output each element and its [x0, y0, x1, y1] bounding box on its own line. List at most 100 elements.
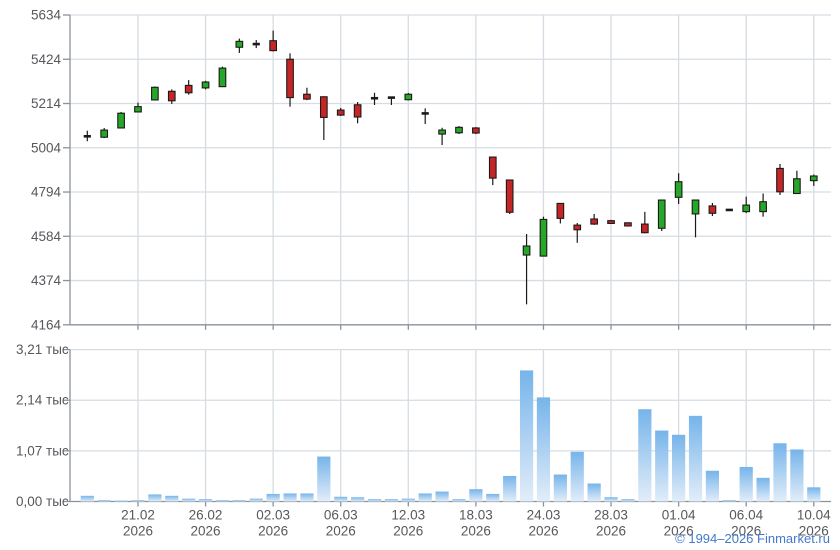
volume-bar: [739, 466, 753, 502]
candle: [252, 40, 260, 49]
candle: [809, 174, 818, 186]
volume-bar: [367, 499, 382, 502]
volume-bar: [401, 498, 415, 502]
volume-axis-label: 3,21 тыс: [16, 342, 69, 357]
candle: [387, 96, 396, 105]
volume-bar: [165, 495, 179, 502]
volume-bar: [638, 409, 652, 502]
gridlines: [70, 14, 831, 502]
candle: [151, 86, 159, 101]
volume-bar: [384, 499, 399, 502]
candle: [505, 179, 514, 214]
candle: [691, 199, 700, 238]
volume-bar: [790, 449, 804, 502]
date-axis-year-label: 2026: [528, 524, 558, 539]
volume-bar: [80, 495, 94, 502]
volume-bar: [587, 483, 601, 502]
volume-bar: [452, 499, 466, 502]
volume-bar: [688, 415, 703, 502]
candle: [607, 219, 615, 225]
volume-axis-label: 1,07 тыс: [16, 443, 69, 458]
copyright-link[interactable]: © 1994–2026 Finmarket.ru: [675, 531, 830, 546]
candle: [167, 89, 176, 104]
candle: [134, 102, 142, 113]
volume-bar: [469, 489, 483, 502]
candle: [269, 30, 277, 52]
volume-bar: [553, 474, 567, 502]
candle: [235, 38, 244, 53]
volume-bar: [317, 456, 331, 502]
date-axis-year-label: 2026: [596, 524, 626, 539]
volume-bar: [300, 493, 314, 502]
candle: [640, 211, 649, 234]
volume-bars: [80, 370, 821, 502]
date-axis-year-label: 2026: [191, 524, 221, 539]
candle: [303, 87, 311, 101]
volume-bar: [148, 494, 162, 502]
candle: [421, 108, 429, 124]
volume-bar: [249, 498, 263, 502]
price-axis-label: 5424: [31, 52, 62, 67]
volume-bar: [570, 451, 584, 502]
date-axis-label: 10.04: [797, 508, 831, 523]
date-axis-year-label: 2026: [123, 524, 153, 539]
date-axis-label: 01.04: [662, 508, 696, 523]
candle: [657, 199, 666, 232]
candle: [319, 96, 328, 140]
volume-bar: [503, 475, 517, 502]
volume-bar: [198, 499, 213, 502]
candle: [100, 127, 109, 139]
price-axis-label: 4794: [31, 185, 62, 200]
candle: [353, 102, 362, 124]
volume-bar: [705, 470, 720, 502]
candlesticks: [83, 30, 818, 305]
price-axis-label: 4584: [31, 229, 62, 244]
date-axis-label: 12.03: [391, 508, 425, 523]
candle: [336, 107, 345, 116]
date-axis-label: 21.02: [121, 508, 155, 523]
volume-bar: [114, 500, 128, 502]
volume-bar: [773, 443, 787, 502]
volume-bar: [435, 491, 449, 502]
price-axis-label: 4374: [31, 273, 62, 288]
candle: [708, 202, 717, 217]
volume-bar: [519, 370, 534, 502]
date-axis-label: 24.03: [527, 508, 561, 523]
candle: [117, 111, 125, 129]
volume-bar: [266, 493, 280, 502]
candle: [218, 66, 227, 88]
price-axis-label: 5004: [31, 140, 62, 155]
candle: [674, 173, 683, 205]
volume-bar: [131, 500, 145, 502]
candle: [438, 127, 446, 146]
date-axis-year-label: 2026: [461, 524, 491, 539]
candle: [776, 163, 784, 195]
candle: [488, 156, 497, 186]
candle: [404, 92, 413, 101]
date-axis-label: 28.03: [594, 508, 628, 523]
date-axis-label: 02.03: [256, 508, 290, 523]
volume-bar: [283, 493, 297, 502]
volume-bar: [756, 477, 770, 502]
date-axis-year-label: 2026: [664, 524, 694, 539]
volume-bar: [215, 500, 230, 502]
price-axis-label: 5214: [31, 96, 62, 111]
candle: [624, 222, 632, 227]
candle: [201, 80, 210, 90]
volume-bar: [182, 498, 196, 502]
candle: [793, 170, 801, 195]
date-axis-label: 18.03: [459, 508, 493, 523]
candle: [725, 208, 733, 212]
candle: [556, 202, 565, 224]
candle: [573, 223, 582, 243]
volume-bar: [351, 497, 365, 502]
date-axis-label: 06.04: [729, 508, 763, 523]
candle: [286, 53, 294, 107]
candle: [522, 233, 531, 305]
date-axis-year-label: 2026: [326, 524, 356, 539]
candle: [742, 196, 751, 214]
date-axis-year-label: 2026: [258, 524, 288, 539]
candle: [184, 80, 193, 95]
